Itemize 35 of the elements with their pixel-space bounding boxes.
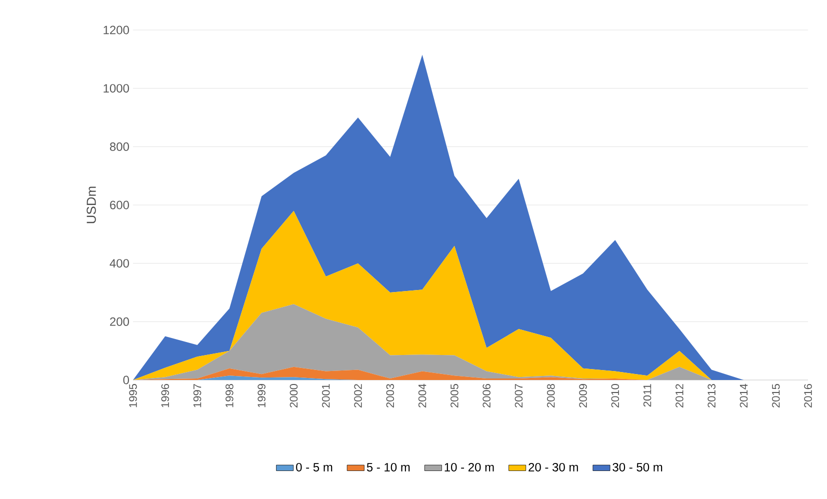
- x-tick-label: 2016: [804, 384, 812, 408]
- x-tick-label: 2008: [546, 384, 555, 408]
- x-tick-label: 1998: [226, 384, 234, 408]
- x-tick-label: 2013: [708, 384, 716, 408]
- legend-label: 5 - 10 m: [366, 462, 410, 472]
- x-tick-label: 2010: [611, 384, 620, 408]
- x-tick-label: 2004: [418, 384, 426, 408]
- x-tick-label: 2014: [740, 384, 748, 408]
- x-tick-label: 2005: [450, 384, 458, 408]
- y-tick-label: 400: [110, 259, 130, 268]
- x-tick-label: 2003: [386, 384, 394, 408]
- legend-label: 30 - 50 m: [612, 462, 662, 472]
- x-tick-label: 2015: [772, 384, 780, 408]
- x-tick-label: 2002: [354, 384, 362, 408]
- y-tick-label: 1200: [104, 26, 129, 34]
- x-tick-label: 1999: [258, 384, 266, 408]
- y-tick-label: 200: [110, 317, 130, 326]
- x-tick-label: 2011: [643, 384, 652, 407]
- x-tick-label: 2000: [290, 384, 298, 408]
- x-tick-label: 2012: [676, 384, 684, 408]
- x-tick-label: 2006: [482, 384, 490, 408]
- x-tick-label: 1997: [193, 384, 202, 408]
- x-tick-label: 2007: [514, 384, 523, 408]
- y-axis-title: USDm: [86, 186, 96, 224]
- x-tick-label: 2009: [579, 384, 587, 408]
- legend-label: 0 - 5 m: [296, 462, 332, 472]
- x-tick-label: 1995: [129, 384, 137, 408]
- legend-label: 20 - 30 m: [528, 462, 578, 472]
- y-tick-label: 1000: [104, 84, 129, 93]
- y-tick-label: 0: [123, 376, 130, 384]
- x-tick-label: 2001: [322, 384, 330, 408]
- x-tick-label: 1996: [161, 384, 170, 408]
- y-tick-label: 800: [110, 142, 130, 151]
- legend-label: 10 - 20 m: [444, 462, 494, 472]
- y-tick-label: 600: [110, 200, 130, 210]
